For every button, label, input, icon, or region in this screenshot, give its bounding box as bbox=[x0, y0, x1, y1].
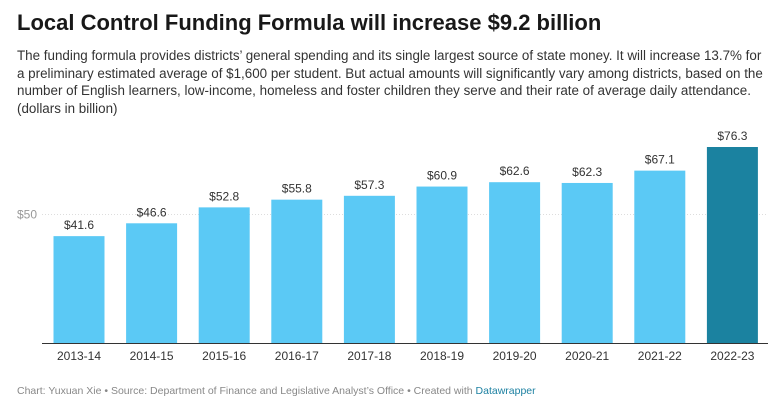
x-tick-label: 2022-23 bbox=[710, 349, 754, 363]
bar-chart: $50 $41.6 2013-14 $46.6 2014-15 $52.8 2015-16 $… bbox=[17, 129, 768, 363]
bar-value-label: $62.6 bbox=[500, 164, 530, 178]
bar-value-label: $67.1 bbox=[645, 153, 675, 167]
bar-value-label: $46.6 bbox=[137, 205, 167, 219]
bar bbox=[271, 199, 323, 343]
x-tick-label: 2016-17 bbox=[275, 349, 319, 363]
footer-credit: Chart: Yuxuan Xie • Source: Department o… bbox=[17, 385, 476, 397]
x-tick-label: 2017-18 bbox=[347, 349, 391, 363]
bar bbox=[634, 170, 686, 343]
x-tick-label: 2013-14 bbox=[57, 349, 101, 363]
bar-value-label: $60.9 bbox=[427, 169, 457, 183]
bar bbox=[416, 186, 468, 343]
bar bbox=[706, 147, 758, 343]
x-tick-label: 2021-22 bbox=[638, 349, 682, 363]
y-tick-label: $50 bbox=[17, 208, 37, 222]
bar bbox=[561, 182, 613, 343]
x-tick-label: 2020-21 bbox=[565, 349, 609, 363]
x-tick-label: 2019-20 bbox=[493, 349, 537, 363]
chart-description: The funding formula provides districts’ … bbox=[17, 48, 763, 116]
bar bbox=[343, 195, 395, 343]
bar-value-label: $52.8 bbox=[209, 189, 239, 203]
chart-title: Local Control Funding Formula will incre… bbox=[17, 10, 602, 35]
datawrapper-link[interactable]: Datawrapper bbox=[475, 385, 536, 397]
bar-value-label: $41.6 bbox=[64, 218, 94, 232]
bar bbox=[489, 182, 541, 343]
bar-value-label: $55.8 bbox=[282, 182, 312, 196]
bar bbox=[53, 236, 105, 343]
x-tick-label: 2015-16 bbox=[202, 349, 246, 363]
chart-footer: Chart: Yuxuan Xie • Source: Department o… bbox=[17, 385, 536, 397]
bar bbox=[126, 223, 178, 343]
x-tick-label: 2014-15 bbox=[130, 349, 174, 363]
bar-value-label: $76.3 bbox=[717, 129, 747, 143]
bar-value-label: $62.3 bbox=[572, 165, 602, 179]
bar-value-label: $57.3 bbox=[354, 178, 384, 192]
x-tick-label: 2018-19 bbox=[420, 349, 464, 363]
bar bbox=[198, 207, 250, 343]
